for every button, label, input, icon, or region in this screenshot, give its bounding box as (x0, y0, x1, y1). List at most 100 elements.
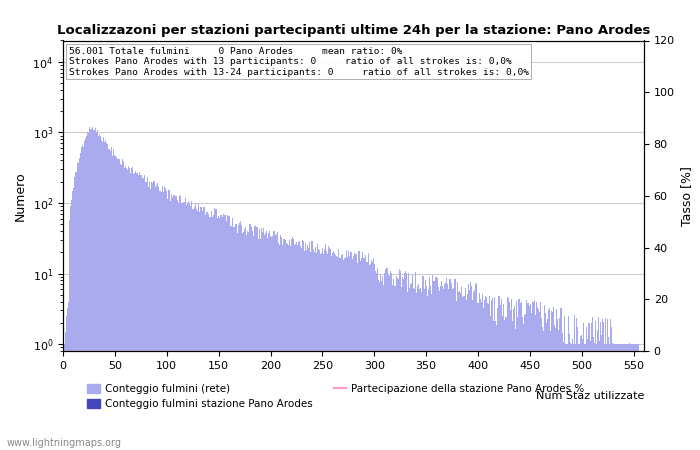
Bar (495, 321, 496, 450)
Bar (217, 218, 218, 450)
Bar (353, 256, 354, 450)
Bar (214, 208, 215, 450)
Bar (316, 244, 318, 450)
Bar (629, 343, 630, 450)
Bar (286, 244, 288, 450)
Bar (197, 212, 198, 450)
Bar (447, 284, 449, 450)
Bar (262, 228, 264, 450)
Bar (637, 344, 638, 450)
Bar (295, 244, 296, 450)
Bar (509, 302, 510, 450)
Bar (184, 202, 185, 450)
Bar (542, 327, 543, 450)
Bar (302, 240, 303, 450)
Bar (462, 297, 463, 450)
Bar (266, 231, 267, 450)
Bar (166, 191, 167, 450)
Bar (600, 322, 601, 450)
Bar (475, 284, 477, 450)
Bar (563, 342, 564, 450)
Bar (363, 257, 365, 450)
Bar (164, 187, 165, 450)
Bar (161, 192, 162, 450)
Bar (80, 153, 81, 450)
Bar (200, 207, 202, 450)
Bar (202, 207, 204, 450)
Bar (638, 344, 639, 450)
Bar (454, 279, 455, 450)
Bar (596, 344, 597, 450)
Bar (631, 344, 632, 450)
Bar (221, 215, 223, 450)
Bar (183, 202, 184, 450)
Bar (279, 246, 281, 450)
Bar (191, 201, 193, 450)
Bar (398, 269, 400, 450)
Bar (565, 344, 566, 450)
Bar (108, 149, 109, 450)
Bar (195, 203, 196, 450)
Bar (314, 248, 316, 450)
Bar (568, 316, 569, 450)
Bar (106, 143, 107, 450)
Bar (133, 174, 134, 450)
Bar (170, 201, 172, 450)
Bar (595, 321, 596, 450)
Bar (325, 244, 326, 450)
Bar (456, 282, 458, 450)
Bar (461, 287, 462, 450)
Bar (635, 344, 636, 450)
Bar (182, 203, 183, 450)
Bar (460, 293, 461, 450)
Bar (269, 231, 270, 450)
Bar (220, 215, 221, 450)
Bar (452, 289, 453, 450)
Bar (86, 136, 88, 450)
Bar (135, 171, 136, 450)
Bar (249, 224, 251, 450)
Bar (274, 231, 275, 450)
Bar (384, 273, 385, 450)
Bar (304, 252, 305, 450)
Bar (597, 329, 598, 450)
Bar (492, 297, 493, 450)
Bar (617, 344, 619, 450)
Bar (489, 296, 490, 450)
Legend: Conteggio fulmini (rete), Conteggio fulmini stazione Pano Arodes, Partecipazione: Conteggio fulmini (rete), Conteggio fulm… (83, 380, 589, 413)
Bar (559, 318, 561, 450)
Bar (433, 281, 434, 450)
Bar (571, 344, 572, 450)
Bar (154, 181, 155, 450)
Bar (218, 216, 219, 450)
Bar (358, 251, 359, 450)
Bar (267, 238, 268, 450)
Bar (281, 237, 282, 450)
Bar (130, 173, 131, 450)
Bar (104, 142, 105, 450)
Bar (395, 276, 397, 450)
Bar (276, 234, 277, 450)
Bar (246, 235, 247, 450)
Bar (599, 341, 600, 450)
Text: www.lightningmaps.org: www.lightningmaps.org (7, 438, 122, 448)
Bar (436, 277, 437, 450)
Bar (234, 224, 236, 450)
Bar (580, 336, 581, 450)
Bar (83, 147, 84, 450)
Bar (556, 309, 557, 450)
Bar (488, 304, 489, 450)
Bar (516, 301, 517, 450)
Bar (480, 299, 481, 450)
Bar (575, 344, 576, 450)
Bar (296, 243, 297, 450)
Bar (206, 212, 208, 450)
Bar (451, 283, 452, 450)
Bar (402, 279, 404, 450)
Bar (318, 250, 320, 450)
Bar (424, 289, 425, 450)
Bar (131, 168, 132, 450)
Bar (536, 302, 537, 450)
Bar (352, 259, 353, 450)
Bar (620, 344, 621, 450)
